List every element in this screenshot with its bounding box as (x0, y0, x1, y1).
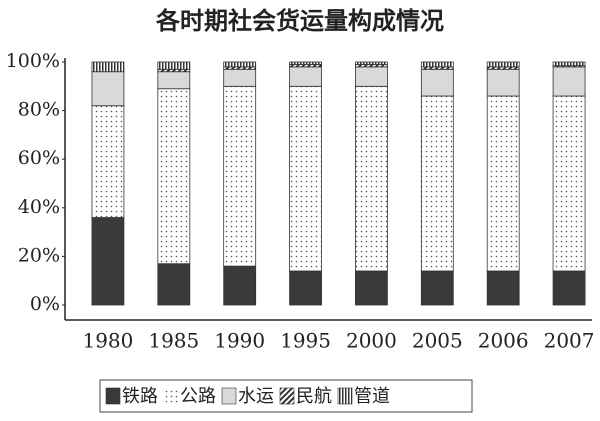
bar-segment (355, 66, 388, 87)
legend-label: 管道 (354, 386, 390, 407)
bar-segment (420, 61, 454, 68)
x-tick-label: 1980 (82, 329, 133, 353)
chart-title: 各时期社会货运量构成情况 (155, 7, 444, 35)
bar-segment (355, 270, 388, 306)
bar-segment (486, 95, 520, 272)
bar-segment (289, 61, 322, 65)
y-tick-label: 0% (30, 293, 60, 315)
bar-segment (552, 95, 586, 272)
bar-segment (91, 105, 125, 218)
bar-segment (355, 61, 388, 65)
legend-label: 铁路 (122, 386, 158, 407)
bar-segment (91, 71, 125, 107)
bar-segment (355, 85, 388, 272)
bar-segment (91, 217, 125, 306)
x-tick-label: 2007 (544, 329, 595, 353)
x-tick-label: 1985 (148, 329, 199, 353)
legend-swatch (279, 387, 295, 405)
bar-segment (486, 270, 520, 306)
bar-segment (157, 61, 191, 70)
bar-segment (420, 270, 454, 306)
x-tick-label: 2006 (478, 329, 529, 353)
legend-swatch (105, 387, 121, 405)
legend-swatch (164, 388, 178, 404)
y-tick-label: 40% (18, 196, 60, 218)
legend-swatch (221, 387, 237, 405)
bar-segment (289, 85, 322, 272)
legend-label: 公路 (180, 386, 216, 407)
x-tick-label: 2005 (412, 329, 463, 353)
bar-segment (552, 270, 586, 306)
bar-segment (223, 85, 257, 267)
bar-segment (157, 71, 191, 90)
y-tick-label: 80% (18, 99, 60, 121)
bar-segment (552, 61, 586, 67)
x-tick-label: 1990 (214, 329, 265, 353)
y-tick-label: 100% (6, 50, 60, 72)
bar-segment (157, 88, 191, 265)
bar-segment (289, 270, 322, 306)
y-tick-label: 20% (18, 244, 60, 266)
bar-segment (552, 66, 586, 97)
legend-swatch (337, 387, 353, 405)
bar-segment (223, 68, 257, 87)
legend-label: 水运 (238, 386, 274, 407)
bar-segment (157, 263, 191, 306)
bar-segment (420, 68, 454, 97)
bar-segment (486, 61, 520, 68)
bar-segment (289, 66, 322, 87)
x-tick-label: 2000 (346, 329, 397, 353)
x-tick-label: 1995 (280, 329, 331, 353)
legend-label: 民航 (296, 386, 332, 407)
y-tick-label: 60% (18, 147, 60, 169)
bar-segment (223, 61, 257, 68)
bar-segment (91, 61, 125, 73)
bar-segment (223, 265, 257, 306)
bar-segment (420, 95, 454, 272)
bar-segment (486, 68, 520, 97)
